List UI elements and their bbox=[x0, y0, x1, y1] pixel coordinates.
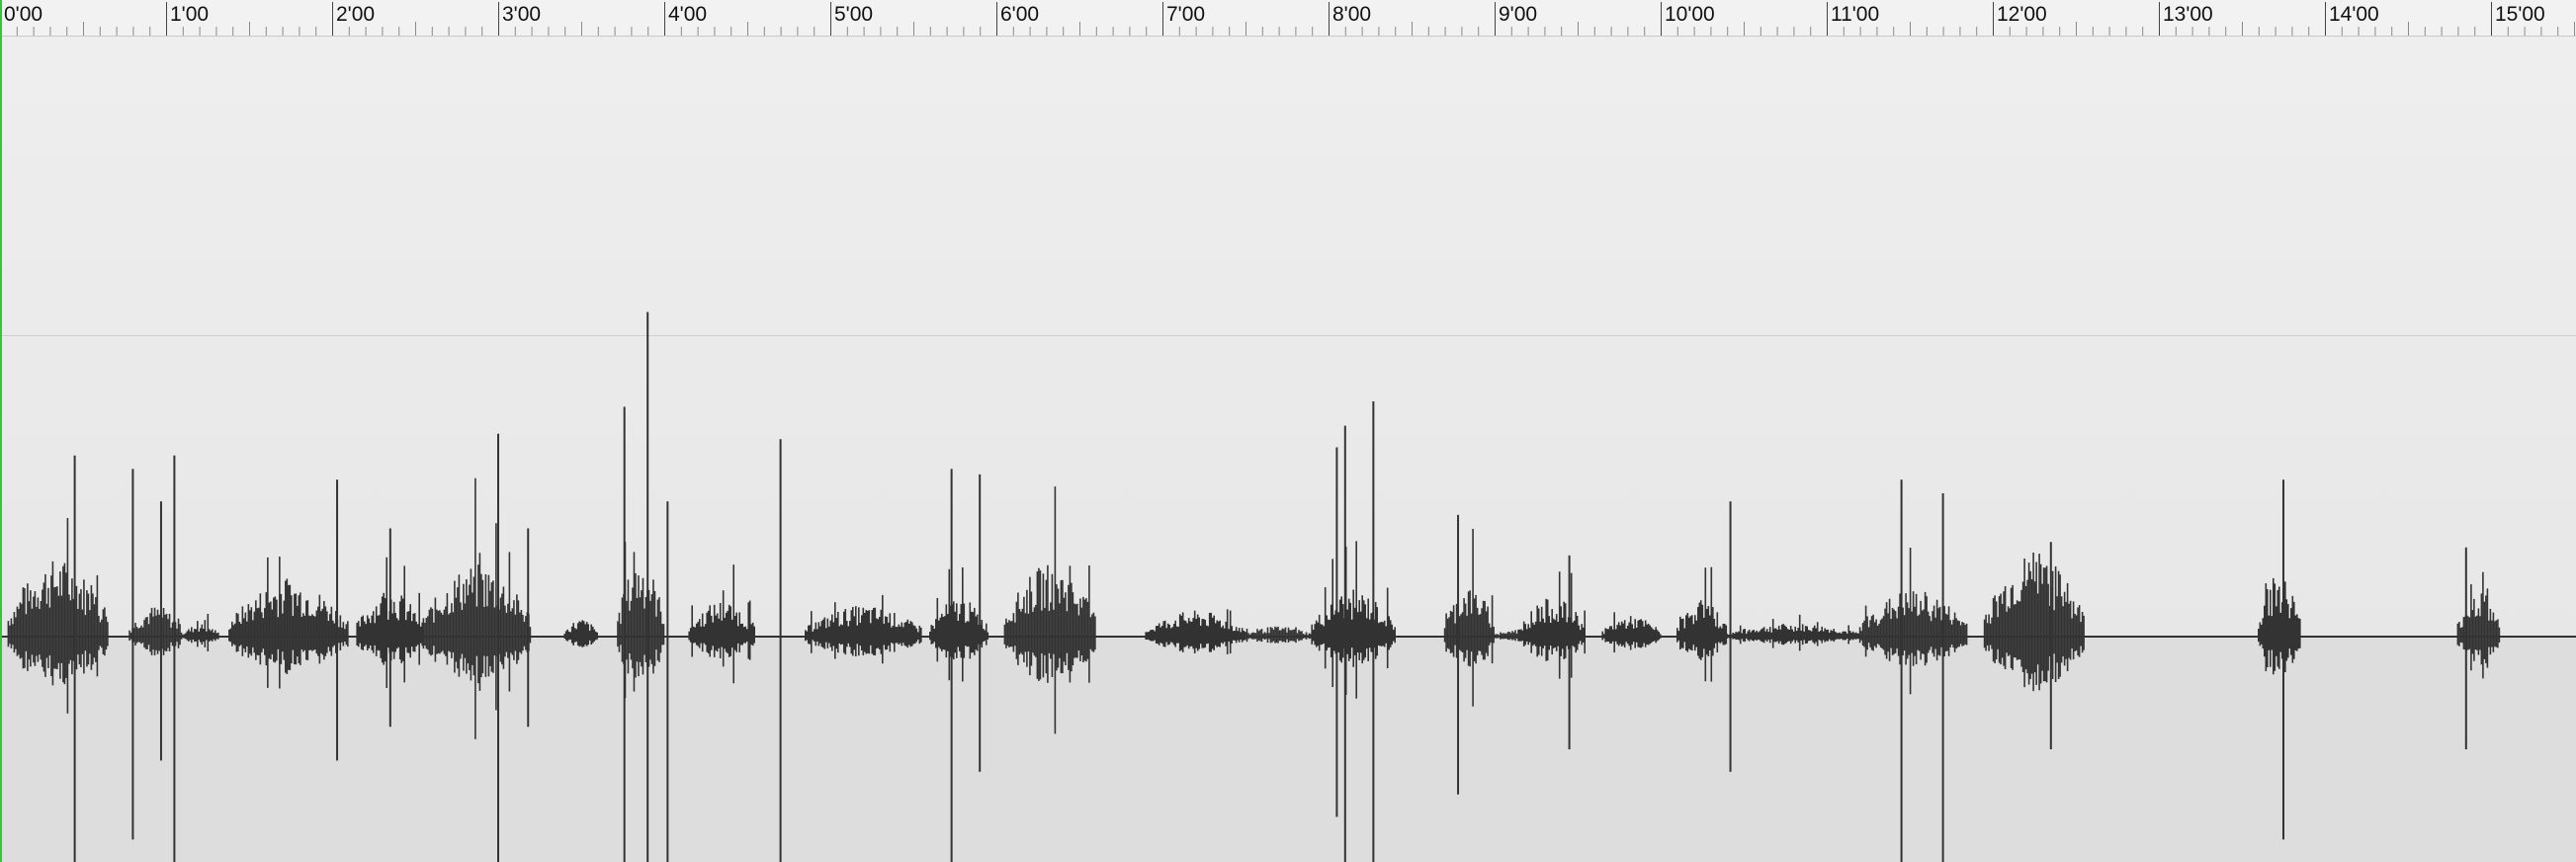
ruler-label: 11'00 bbox=[1831, 3, 1880, 26]
audio-waveform[interactable] bbox=[0, 37, 2576, 862]
level-reference-line bbox=[0, 335, 2576, 336]
track-upper-half bbox=[0, 37, 2576, 636]
timeline-ruler[interactable]: 0'00 1'00 2'00 3'00 4'00 5'00 6'00 7'00 8'00 9'00… bbox=[0, 0, 2576, 37]
ruler-label: 9'00 bbox=[1499, 3, 1538, 26]
ruler-label: 5'00 bbox=[834, 3, 874, 26]
ruler-label: 10'00 bbox=[1665, 3, 1715, 26]
ruler-label: 13'00 bbox=[2163, 3, 2213, 26]
ruler-label: 7'00 bbox=[1166, 3, 1206, 26]
waveform-track[interactable] bbox=[0, 37, 2576, 862]
ruler-label: 6'00 bbox=[1000, 3, 1040, 26]
ruler-label: 2'00 bbox=[336, 3, 376, 26]
ruler-label: 12'00 bbox=[1997, 3, 2047, 26]
ruler-label: 4'00 bbox=[668, 3, 708, 26]
ruler-label: 0'00 bbox=[4, 3, 43, 26]
ruler-label: 15'00 bbox=[2495, 3, 2545, 26]
ruler-label: 1'00 bbox=[170, 3, 210, 26]
track-lower-half bbox=[0, 636, 2576, 862]
ruler-label: 3'00 bbox=[502, 3, 542, 26]
playhead-cursor[interactable] bbox=[0, 0, 2, 862]
ruler-ticks bbox=[0, 2, 2575, 36]
ruler-label: 14'00 bbox=[2329, 3, 2379, 26]
ruler-label: 8'00 bbox=[1332, 3, 1372, 26]
